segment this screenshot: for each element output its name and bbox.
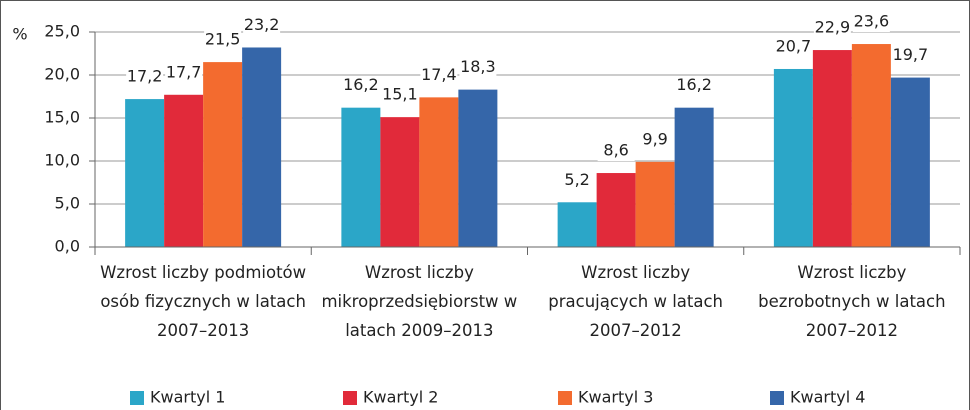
value-label-bg xyxy=(165,62,203,83)
value-label-bg xyxy=(420,65,458,86)
bar xyxy=(341,107,381,248)
x-tick-label: Wzrost liczby bezrobotnych w latach 2007… xyxy=(758,263,946,340)
y-tick-label: 15,0 xyxy=(44,108,80,127)
bar xyxy=(851,44,891,247)
value-label: 15,1 xyxy=(382,85,418,104)
value-label: 16,2 xyxy=(343,75,379,94)
y-tick-label: 5,0 xyxy=(55,194,80,213)
bar xyxy=(812,50,852,248)
value-label-bg xyxy=(342,75,380,96)
bar xyxy=(419,97,459,247)
legend-swatch xyxy=(130,391,144,405)
value-label: 5,2 xyxy=(564,170,589,189)
value-label-bg xyxy=(558,170,596,191)
legend-swatch xyxy=(770,391,784,405)
bar xyxy=(635,161,675,247)
value-label-bg xyxy=(774,36,812,57)
legend-label: Kwartyl 4 xyxy=(790,388,865,407)
value-label-bg xyxy=(126,67,164,88)
bar xyxy=(890,77,930,247)
bar xyxy=(773,68,813,247)
x-tick-label: Wzrost liczby mikroprzedsiębiorstw w lat… xyxy=(321,263,518,340)
value-label-bg xyxy=(381,85,419,106)
value-label-bg xyxy=(813,18,851,39)
value-label-bg xyxy=(204,30,242,51)
legend-swatch xyxy=(558,391,572,405)
bar xyxy=(164,94,204,247)
value-label: 16,2 xyxy=(676,75,712,94)
value-label: 23,2 xyxy=(244,15,280,34)
value-label-bg xyxy=(243,15,281,36)
y-tick-label: 0,0 xyxy=(55,237,80,256)
value-label: 17,4 xyxy=(421,65,457,84)
y-axis-label: % xyxy=(12,25,27,44)
bar xyxy=(557,202,597,247)
bar xyxy=(203,62,243,247)
value-label: 9,9 xyxy=(642,129,667,148)
value-label: 21,5 xyxy=(205,30,241,49)
value-label-bg xyxy=(891,45,929,66)
value-label-bg xyxy=(636,129,674,150)
y-tick-label: 20,0 xyxy=(44,65,80,84)
value-label-bg xyxy=(852,12,890,33)
value-label: 17,2 xyxy=(127,67,163,86)
bar xyxy=(380,117,420,247)
value-label-bg xyxy=(459,57,497,78)
value-label: 18,3 xyxy=(460,57,496,76)
x-tick-label: Wzrost liczby pracujących w latach 2007–… xyxy=(548,263,723,340)
value-label: 17,7 xyxy=(166,62,202,81)
bar xyxy=(242,47,282,248)
bar xyxy=(596,173,636,247)
bar xyxy=(125,99,165,247)
value-label-bg xyxy=(675,75,713,96)
bar xyxy=(458,89,498,248)
value-label: 23,6 xyxy=(854,12,890,31)
value-label: 19,7 xyxy=(893,45,929,64)
value-label: 20,7 xyxy=(776,36,812,55)
value-label: 8,6 xyxy=(603,141,628,160)
legend-label: Kwartyl 1 xyxy=(150,388,225,407)
x-tick-label: Wzrost liczby podmiotów osób fizycznych … xyxy=(100,263,307,340)
value-label: 22,9 xyxy=(815,18,851,37)
legend-label: Kwartyl 3 xyxy=(578,388,653,407)
value-label-bg xyxy=(597,141,635,162)
legend-swatch xyxy=(343,391,357,405)
y-tick-label: 10,0 xyxy=(44,151,80,170)
legend-label: Kwartyl 2 xyxy=(363,388,438,407)
y-tick-label: 25,0 xyxy=(44,22,80,41)
bar xyxy=(674,107,714,248)
